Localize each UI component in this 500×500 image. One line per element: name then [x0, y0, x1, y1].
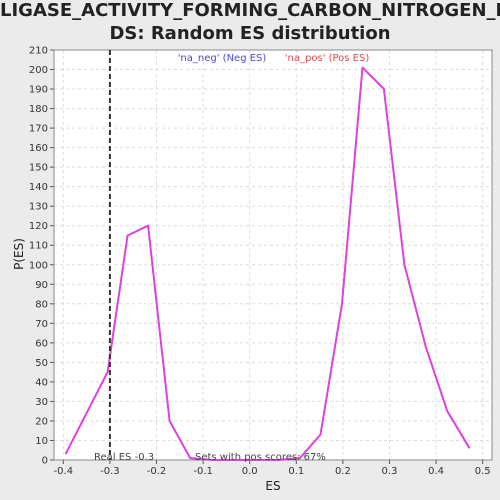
y-tick-label-21: 210 [29, 46, 48, 57]
series-line-0 [64, 66, 471, 461]
y-tick-label-7: 70 [35, 319, 48, 330]
legend-entry-neg: 'na_neg' (Neg ES) [178, 53, 267, 64]
y-tick-label-5: 50 [35, 358, 48, 369]
real-es-label: Real ES -0.3 [94, 452, 154, 463]
y-tick-label-11: 110 [29, 241, 48, 252]
chart-title-line2: DS: Random ES distribution [109, 23, 391, 44]
y-tick-label-3: 30 [35, 397, 48, 408]
x-tick-label-6: 0.2 [335, 466, 351, 477]
y-tick-label-1: 10 [35, 436, 48, 447]
y-tick-label-8: 80 [35, 299, 48, 310]
pos-scores-annotation: Sets with pos scores: 67% [195, 452, 326, 463]
x-tick-label-5: 0.1 [288, 466, 304, 477]
y-tick-label-15: 150 [29, 163, 48, 174]
x-tick-label-4: 0.0 [242, 466, 258, 477]
y-tick-label-17: 170 [29, 124, 48, 135]
y-tick-label-10: 100 [29, 260, 48, 271]
y-axis-label: P(ES) [12, 238, 26, 270]
y-tick-label-9: 90 [35, 280, 48, 291]
plot-area [54, 50, 492, 460]
y-tick-label-0: 0 [42, 456, 48, 467]
series-layer [64, 66, 471, 461]
y-tick-label-4: 40 [35, 377, 48, 388]
x-tick-label-2: -0.2 [147, 466, 167, 477]
y-tick-label-6: 60 [35, 338, 48, 349]
y-tick-label-18: 180 [29, 104, 48, 115]
chart-title-line1: LIGASE_ACTIVITY_FORMING_CARBON_NITROGEN_… [0, 0, 500, 21]
x-tick-label-0: -0.4 [54, 466, 74, 477]
y-tick-label-19: 190 [29, 85, 48, 96]
x-tick-label-8: 0.4 [428, 466, 444, 477]
x-axis-label: ES [265, 479, 280, 493]
y-tick-label-2: 20 [35, 416, 48, 427]
y-tick-label-13: 130 [29, 202, 48, 213]
y-tick-label-14: 140 [29, 182, 48, 193]
legend-entry-pos: 'na_pos' (Pos ES) [285, 53, 370, 64]
tick-labels: 0 10 20 30 40 50 60 70 80 90 100 110 120 130 140 150 160… [29, 46, 491, 478]
x-tick-label-3: -0.1 [193, 466, 213, 477]
x-tick-label-1: -0.3 [100, 466, 120, 477]
y-tick-label-12: 120 [29, 221, 48, 232]
x-tick-label-7: 0.3 [382, 466, 398, 477]
y-tick-label-16: 160 [29, 143, 48, 154]
x-tick-label-9: 0.5 [475, 466, 491, 477]
y-tick-label-20: 200 [29, 65, 48, 76]
